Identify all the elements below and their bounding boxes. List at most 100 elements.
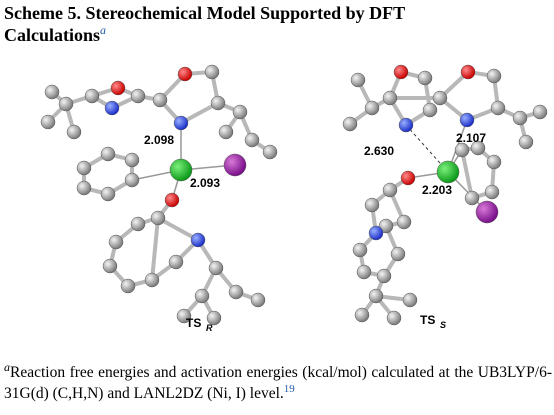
bond (150, 217, 160, 281)
atom (354, 307, 370, 323)
atom (382, 182, 398, 198)
footnote: aReaction free energies and activation e… (4, 359, 552, 404)
atom (110, 80, 126, 96)
atom (152, 92, 168, 108)
atom (432, 90, 448, 106)
atom (398, 117, 414, 133)
atom (262, 144, 278, 160)
atom (218, 124, 234, 140)
distance-label: 2.630 (364, 144, 394, 158)
atom (490, 100, 506, 116)
atom (436, 160, 460, 184)
atom (244, 132, 260, 148)
footnote-marker: a (4, 359, 10, 374)
atom (512, 110, 528, 126)
atom (417, 70, 433, 86)
atom (422, 102, 438, 118)
atom (124, 152, 140, 168)
atom (454, 142, 470, 158)
atom (396, 214, 412, 230)
atom (44, 84, 60, 100)
atom (250, 292, 266, 308)
structure-subscript: S (440, 320, 446, 330)
atom (368, 288, 384, 304)
title-marker: a (100, 23, 107, 37)
structure-label: TS (186, 316, 201, 330)
atom (120, 278, 136, 294)
atom (402, 292, 418, 308)
distance-label: 2.107 (456, 131, 486, 145)
atom (364, 197, 380, 213)
distance-label: 2.093 (190, 176, 220, 190)
atom (350, 72, 366, 88)
atom (206, 310, 222, 326)
atom (228, 284, 244, 300)
atom (210, 95, 226, 111)
atom (393, 64, 409, 80)
atom (130, 216, 146, 232)
atom (364, 100, 380, 116)
atom (150, 210, 166, 226)
atom (204, 64, 220, 80)
atom (390, 246, 406, 262)
atom (104, 100, 120, 116)
distance-label: 2.098 (144, 133, 174, 147)
bond (157, 216, 199, 242)
atom (459, 112, 475, 128)
atom (40, 114, 56, 130)
footnote-ref: 19 (283, 382, 295, 395)
atom (194, 288, 210, 304)
atom (460, 64, 476, 80)
atom (130, 88, 146, 104)
atom (84, 88, 100, 104)
atom (484, 184, 500, 200)
atom (368, 225, 384, 241)
atom (356, 264, 372, 280)
atom (102, 258, 118, 274)
atom (223, 153, 247, 177)
atom (532, 104, 548, 120)
atom (464, 190, 480, 206)
atom (76, 160, 92, 176)
atom (168, 254, 184, 270)
atom (352, 242, 368, 258)
structure-label: TS (420, 313, 435, 327)
atom (108, 234, 124, 250)
dashed-contact (405, 124, 449, 173)
scheme-title: Scheme 5. Stereochemical Model Supported… (4, 2, 424, 46)
atom (169, 158, 193, 182)
atom (164, 192, 180, 208)
atom (475, 200, 499, 224)
structure-subscript: R (206, 323, 213, 333)
atom (58, 96, 74, 112)
bond (460, 149, 474, 199)
atom (190, 232, 206, 248)
atom (518, 134, 534, 150)
atom (176, 308, 192, 324)
title-text: Scheme 5. Stereochemical Model Supported… (4, 3, 405, 45)
atom (76, 180, 92, 196)
atom (486, 154, 502, 170)
atom (100, 186, 116, 202)
atom (470, 140, 486, 156)
atom (124, 172, 140, 188)
distance-label: 2.203 (422, 183, 452, 197)
atom (177, 66, 193, 82)
atom (378, 218, 394, 234)
atom (208, 260, 224, 276)
atom (342, 116, 358, 132)
footnote-text: Reaction free energies and activation en… (4, 364, 552, 402)
atom (173, 115, 189, 131)
atom (66, 124, 82, 140)
atom (232, 104, 248, 120)
atom (386, 310, 402, 326)
atom (400, 170, 416, 186)
atom (100, 146, 116, 162)
atom (144, 272, 160, 288)
atom (376, 268, 392, 284)
molecular-figure: 2.098 2.093 TS R 2.107 2.630 2.203 TS S (40, 64, 548, 333)
atoms (40, 64, 548, 326)
atom (382, 90, 398, 106)
atom (486, 68, 502, 84)
